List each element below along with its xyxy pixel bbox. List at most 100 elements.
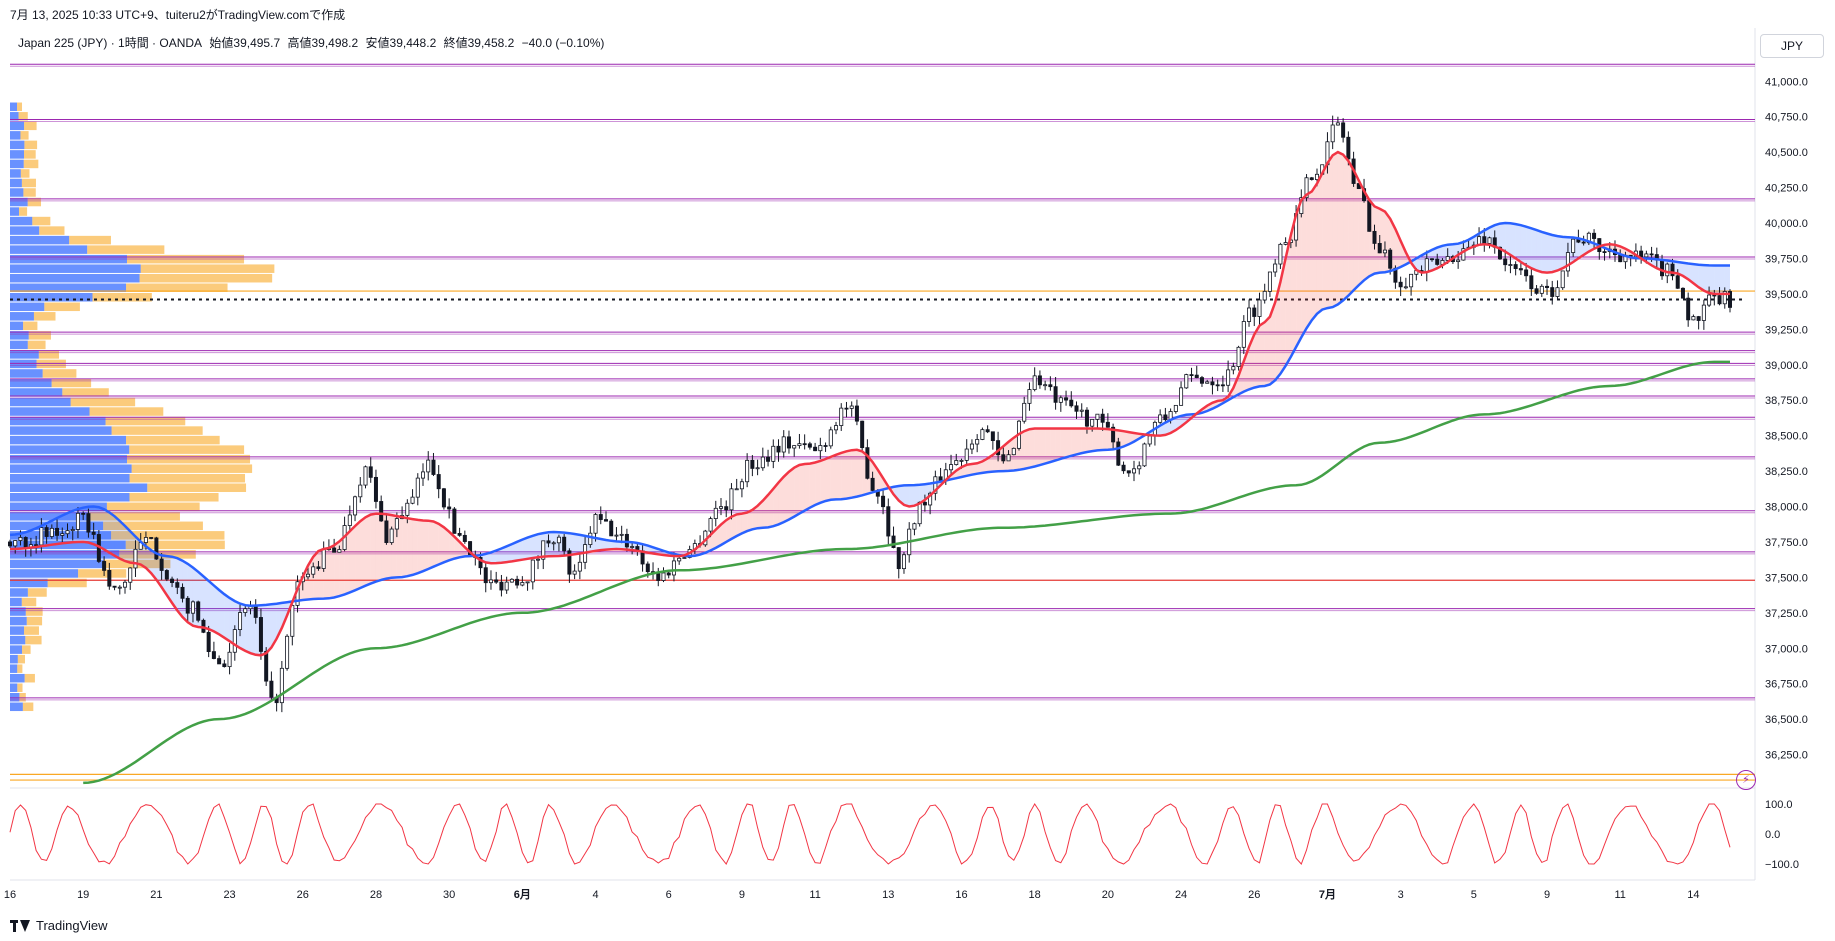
candle-body [828,429,833,447]
ma-cloud-segment [616,541,622,550]
candle-body [499,581,504,591]
candle-body [959,459,964,462]
ma-cloud-segment [1515,224,1521,262]
volume-profile-bar-up [25,607,43,616]
ma-cloud-segment [741,512,748,534]
ma-cloud-segment [804,463,810,511]
volume-profile-bar-down [10,302,45,312]
oscillator-tick-label: 0.0 [1765,829,1780,841]
ma-cloud-segment [1693,264,1699,288]
volume-profile-bar-up [24,140,38,150]
candle-body [1241,321,1246,348]
candle-body [70,529,75,531]
candle-body [1001,454,1006,462]
candle-body [776,445,781,453]
candle-body [279,667,284,704]
candle-body [860,420,865,449]
ma-cloud-segment [334,541,340,598]
ma-cloud-segment [104,509,110,553]
candle-body [185,597,190,614]
volume-profile-bar-down [10,159,24,169]
candle-body [436,474,441,490]
candle-body [1262,290,1267,301]
candle-body [180,586,185,599]
candle-body [159,558,164,571]
candle-body [807,443,812,448]
volume-profile-bar-down [10,112,19,121]
volume-profile-bar-down [10,121,25,131]
volume-profile-bar-down [10,512,89,521]
volume-profile-bar-up [24,150,36,159]
symbol-legend: Japan 225 (JPY) · 1時間 · OANDA 始値39,495.7… [18,34,608,51]
candle-body [311,566,316,575]
volume-profile-bar-up [38,350,60,359]
ma-cloud-segment [370,513,376,584]
candle-body [1330,124,1335,143]
candle-body [1048,384,1053,388]
time-tick-label: 16 [4,889,16,901]
candle-body [368,466,373,478]
ma-cloud-segment [501,546,507,563]
volume-profile-bar-down [10,312,34,321]
ma-cloud-segment [187,563,193,626]
candle-body [1649,253,1654,256]
candle-body [912,523,917,530]
volume-profile-bar-down [10,626,25,635]
candle-body [750,459,755,469]
ma-cloud-segment [224,594,230,642]
candle-body [1382,249,1387,254]
ma-cloud-segment [783,471,789,523]
currency-button[interactable]: JPY [1760,34,1824,58]
candle-body [253,605,258,618]
ma-cloud-segment [877,469,884,491]
candle-body [729,488,734,511]
ma-cloud-segment [1541,231,1548,273]
legend-symbol[interactable]: Japan 225 (JPY) · 1時間 · OANDA [18,36,203,50]
candle-body [593,514,598,534]
volume-profile-bar-up [44,302,80,312]
ma-cloud-segment [1097,428,1103,451]
time-tick-label: 26 [297,889,309,901]
volume-profile-bar-down [10,407,90,416]
ma-cloud-segment [1536,230,1542,273]
volume-profile-bar-down [10,540,126,550]
candle-body [1346,136,1351,160]
candle-body [1686,297,1691,321]
candle-body [1456,259,1461,263]
ma-cloud-segment [1055,428,1061,461]
candle-body [305,573,310,578]
ma-cloud-segment [825,456,831,501]
volume-profile-bar-up [20,169,30,178]
candle-body [86,513,91,533]
candle-body [1226,369,1231,386]
candle-body [645,563,650,573]
candle-body [734,488,739,491]
candle-body [431,459,436,475]
candle-body [1095,413,1100,420]
ma-cloud-segment [365,514,371,586]
volume-profile-bar-down [10,588,28,597]
price-tick-label: 38,500.0 [1765,431,1808,443]
candle-body [1701,304,1706,321]
ma-cloud-segment [428,520,434,570]
price-tick-label: 39,000.0 [1765,360,1808,372]
candle-body [1670,263,1675,277]
candle-body [452,508,457,534]
candle-body [1487,237,1492,244]
ma-cloud-segment [281,602,288,628]
tradingview-logo[interactable]: TradingView [10,918,108,933]
time-tick-label: 21 [150,889,162,901]
lightning-icon[interactable]: ⚡ [1736,770,1756,790]
ma-cloud-segment [208,580,214,632]
candle-body [23,537,28,549]
ma-cloud-segment [1254,325,1260,388]
candle-body [834,425,839,431]
ma-cloud-segment [485,552,491,564]
candle-body [1513,264,1518,269]
price-tick-label: 39,500.0 [1765,289,1808,301]
ma-cloud-segment [517,539,523,561]
volume-profile-bar-up [125,540,225,550]
ma-cloud-segment [1348,160,1354,296]
volume-profile-bar-down [10,550,120,559]
